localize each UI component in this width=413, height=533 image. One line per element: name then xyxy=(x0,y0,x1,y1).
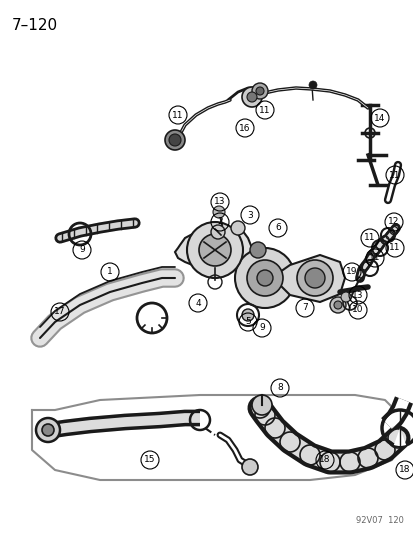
Circle shape xyxy=(199,234,230,266)
Text: 9: 9 xyxy=(259,324,264,333)
Circle shape xyxy=(242,309,254,321)
Text: 1: 1 xyxy=(107,268,113,277)
Circle shape xyxy=(247,92,256,102)
Text: 13: 13 xyxy=(214,198,225,206)
Text: 4: 4 xyxy=(195,298,200,308)
Circle shape xyxy=(247,260,282,296)
Circle shape xyxy=(230,221,244,235)
Circle shape xyxy=(169,134,180,146)
Circle shape xyxy=(255,87,263,95)
Circle shape xyxy=(36,418,60,442)
Circle shape xyxy=(329,297,345,313)
Circle shape xyxy=(296,260,332,296)
Circle shape xyxy=(187,222,242,278)
Text: 9: 9 xyxy=(79,246,85,254)
Text: 17: 17 xyxy=(54,308,66,317)
Text: 12: 12 xyxy=(387,217,399,227)
Text: 2: 2 xyxy=(217,217,222,227)
Text: 7–120: 7–120 xyxy=(12,18,58,33)
Text: 11: 11 xyxy=(388,244,400,253)
Text: 19: 19 xyxy=(345,268,357,277)
Circle shape xyxy=(235,248,294,308)
Text: 6: 6 xyxy=(275,223,280,232)
Circle shape xyxy=(252,83,267,99)
Circle shape xyxy=(308,81,316,89)
Text: 18: 18 xyxy=(398,465,410,474)
Circle shape xyxy=(252,395,271,415)
Text: 7: 7 xyxy=(301,303,307,312)
Circle shape xyxy=(249,242,266,258)
Circle shape xyxy=(304,268,324,288)
Polygon shape xyxy=(277,255,344,302)
Circle shape xyxy=(242,459,257,475)
Text: 11: 11 xyxy=(363,233,375,243)
Text: 8: 8 xyxy=(276,384,282,392)
Text: 16: 16 xyxy=(239,124,250,133)
Text: 10: 10 xyxy=(351,305,363,314)
Text: 14: 14 xyxy=(373,114,385,123)
Text: 11: 11 xyxy=(172,110,183,119)
Text: 13: 13 xyxy=(351,290,363,300)
Text: 11: 11 xyxy=(388,171,400,180)
Polygon shape xyxy=(175,228,252,268)
Circle shape xyxy=(333,301,341,309)
Circle shape xyxy=(165,130,185,150)
Circle shape xyxy=(340,292,350,302)
Text: 3: 3 xyxy=(247,211,252,220)
Wedge shape xyxy=(393,428,405,446)
Circle shape xyxy=(256,270,272,286)
Circle shape xyxy=(212,206,224,218)
Circle shape xyxy=(242,87,261,107)
Text: 11: 11 xyxy=(259,106,270,115)
Text: 18: 18 xyxy=(318,456,330,464)
Text: 5: 5 xyxy=(244,318,250,327)
Text: 92V07  120: 92V07 120 xyxy=(355,516,403,525)
Circle shape xyxy=(211,225,224,239)
Text: 11: 11 xyxy=(368,254,380,262)
Circle shape xyxy=(42,424,54,436)
Text: 15: 15 xyxy=(144,456,155,464)
